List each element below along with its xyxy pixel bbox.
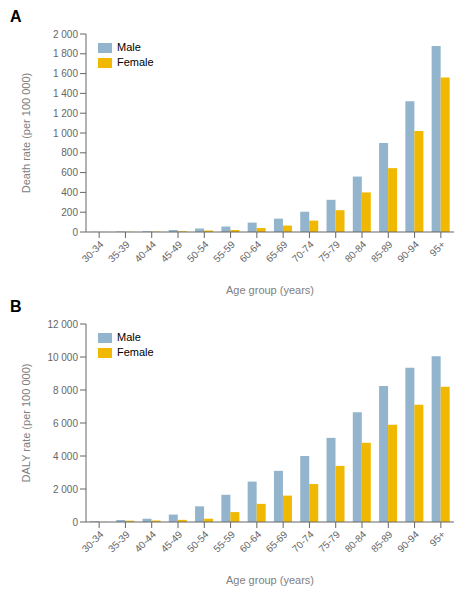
svg-text:2 000: 2 000 xyxy=(53,29,78,40)
svg-text:75-79: 75-79 xyxy=(316,238,342,264)
html-text:A: A xyxy=(10,8,22,25)
svg-text:40-44: 40-44 xyxy=(132,238,158,264)
svg-text:70-74: 70-74 xyxy=(290,528,316,554)
svg-text:95+: 95+ xyxy=(428,529,448,549)
svg-text:75-79: 75-79 xyxy=(316,528,342,554)
svg-text:0: 0 xyxy=(72,517,78,528)
svg-text:85-89: 85-89 xyxy=(369,238,395,264)
svg-text:10 000: 10 000 xyxy=(47,352,78,363)
svg-text:35-39: 35-39 xyxy=(106,238,132,264)
svg-text:DALY rate (per 100 000): DALY rate (per 100 000) xyxy=(20,364,32,483)
svg-text:4 000: 4 000 xyxy=(53,451,78,462)
svg-text:95+: 95+ xyxy=(428,239,448,259)
svg-text:600: 600 xyxy=(61,167,78,178)
html-text:Female: Female xyxy=(117,346,154,358)
svg-text:80-84: 80-84 xyxy=(343,238,369,264)
html-text:Male: Male xyxy=(117,331,141,343)
svg-text:35-39: 35-39 xyxy=(106,528,132,554)
svg-text:8 000: 8 000 xyxy=(53,385,78,396)
svg-text:40-44: 40-44 xyxy=(132,528,158,554)
svg-text:30-34: 30-34 xyxy=(80,238,106,264)
svg-text:12 000: 12 000 xyxy=(47,319,78,330)
svg-text:55-59: 55-59 xyxy=(211,528,237,554)
svg-text:0: 0 xyxy=(72,227,78,238)
svg-text:6 000: 6 000 xyxy=(53,418,78,429)
svg-text:1 400: 1 400 xyxy=(53,88,78,99)
svg-text:70-74: 70-74 xyxy=(290,238,316,264)
html-text:Male: Male xyxy=(117,41,141,53)
svg-text:2 000: 2 000 xyxy=(53,484,78,495)
svg-text:Death rate (per 100 000): Death rate (per 100 000) xyxy=(20,73,32,193)
svg-text:80-84: 80-84 xyxy=(343,528,369,554)
svg-text:1 000: 1 000 xyxy=(53,128,78,139)
html-text:Female: Female xyxy=(117,56,154,68)
svg-text:90-94: 90-94 xyxy=(395,528,421,554)
html-text:B: B xyxy=(10,298,22,315)
svg-text:1 600: 1 600 xyxy=(53,68,78,79)
svg-text:45-49: 45-49 xyxy=(159,238,185,264)
svg-text:50-54: 50-54 xyxy=(185,238,211,264)
svg-text:1 200: 1 200 xyxy=(53,108,78,119)
svg-text:Age group (years): Age group (years) xyxy=(226,284,314,296)
svg-text:800: 800 xyxy=(61,147,78,158)
svg-text:50-54: 50-54 xyxy=(185,528,211,554)
svg-text:Age group (years): Age group (years) xyxy=(226,574,314,586)
svg-text:1 800: 1 800 xyxy=(53,48,78,59)
svg-text:30-34: 30-34 xyxy=(80,528,106,554)
svg-text:45-49: 45-49 xyxy=(159,528,185,554)
svg-text:55-59: 55-59 xyxy=(211,238,237,264)
svg-text:60-64: 60-64 xyxy=(237,238,263,264)
svg-text:90-94: 90-94 xyxy=(395,238,421,264)
svg-text:65-69: 65-69 xyxy=(264,528,290,554)
svg-text:65-69: 65-69 xyxy=(264,238,290,264)
svg-text:60-64: 60-64 xyxy=(237,528,263,554)
svg-text:85-89: 85-89 xyxy=(369,528,395,554)
svg-text:200: 200 xyxy=(61,207,78,218)
svg-text:400: 400 xyxy=(61,187,78,198)
